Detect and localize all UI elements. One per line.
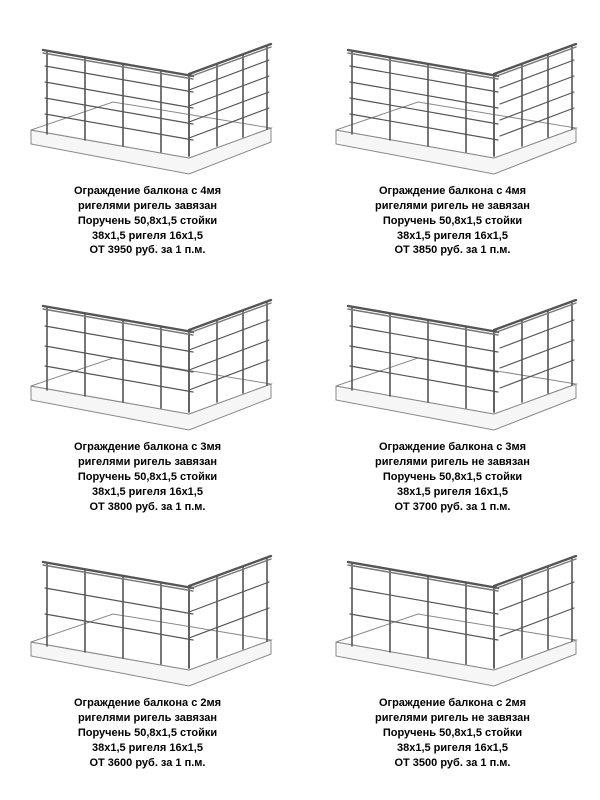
caption-line: 38x1,5 ригеля 16x1,5	[74, 741, 221, 756]
caption-line: Ограждение балкона с 2мя	[375, 696, 530, 711]
product-caption-4: Ограждение балкона с 2мяригелями ригель …	[74, 696, 221, 770]
caption-line: ОТ 3500 руб. за 1 п.м.	[375, 756, 530, 771]
product-cell-1: Ограждение балкона с 4мяригелями ригель …	[315, 10, 590, 258]
caption-line: Ограждение балкона с 2мя	[74, 696, 221, 711]
caption-line: 38x1,5 ригеля 16x1,5	[375, 229, 530, 244]
caption-line: Поручень 50,8x1,5 стойки	[74, 726, 221, 741]
product-caption-0: Ограждение балкона с 4мяригелями ригель …	[74, 184, 221, 258]
railing-drawing	[318, 266, 588, 436]
caption-line: ОТ 3600 руб. за 1 п.м.	[74, 756, 221, 771]
product-cell-3: Ограждение балкона с 3мяригелями ригель …	[315, 266, 590, 514]
caption-line: Ограждение балкона с 3мя	[375, 440, 530, 455]
caption-line: ригелями ригель не завязан	[375, 711, 530, 726]
caption-line: Поручень 50,8x1,5 стойки	[74, 214, 221, 229]
caption-line: 38x1,5 ригеля 16x1,5	[375, 741, 530, 756]
product-grid: Ограждение балкона с 4мяригелями ригель …	[10, 10, 590, 771]
product-caption-5: Ограждение балкона с 2мяригелями ригель …	[375, 696, 530, 770]
product-cell-5: Ограждение балкона с 2мяригелями ригель …	[315, 522, 590, 770]
caption-line: Поручень 50,8x1,5 стойки	[375, 470, 530, 485]
railing-drawing	[318, 10, 588, 180]
caption-line: ОТ 3850 руб. за 1 п.м.	[375, 243, 530, 258]
caption-line: Поручень 50,8x1,5 стойки	[74, 470, 221, 485]
caption-line: ОТ 3950 руб. за 1 п.м.	[74, 243, 221, 258]
caption-line: ригелями ригель завязан	[74, 711, 221, 726]
caption-line: Ограждение балкона с 4мя	[74, 184, 221, 199]
caption-line: ригелями ригель завязан	[74, 199, 221, 214]
caption-line: Ограждение балкона с 3мя	[74, 440, 221, 455]
caption-line: ОТ 3700 руб. за 1 п.м.	[375, 500, 530, 515]
product-caption-2: Ограждение балкона с 3мяригелями ригель …	[74, 440, 221, 514]
caption-line: 38x1,5 ригеля 16x1,5	[74, 485, 221, 500]
railing-drawing	[13, 10, 283, 180]
caption-line: ригелями ригель завязан	[74, 455, 221, 470]
product-caption-3: Ограждение балкона с 3мяригелями ригель …	[375, 440, 530, 514]
caption-line: ОТ 3800 руб. за 1 п.м.	[74, 500, 221, 515]
product-cell-4: Ограждение балкона с 2мяригелями ригель …	[10, 522, 285, 770]
caption-line: 38x1,5 ригеля 16x1,5	[74, 229, 221, 244]
product-caption-1: Ограждение балкона с 4мяригелями ригель …	[375, 184, 530, 258]
product-cell-2: Ограждение балкона с 3мяригелями ригель …	[10, 266, 285, 514]
product-cell-0: Ограждение балкона с 4мяригелями ригель …	[10, 10, 285, 258]
caption-line: 38x1,5 ригеля 16x1,5	[375, 485, 530, 500]
caption-line: ригелями ригель не завязан	[375, 455, 530, 470]
caption-line: Ограждение балкона с 4мя	[375, 184, 530, 199]
railing-drawing	[13, 522, 283, 692]
caption-line: ригелями ригель не завязан	[375, 199, 530, 214]
caption-line: Поручень 50,8x1,5 стойки	[375, 726, 530, 741]
caption-line: Поручень 50,8x1,5 стойки	[375, 214, 530, 229]
railing-drawing	[13, 266, 283, 436]
railing-drawing	[318, 522, 588, 692]
